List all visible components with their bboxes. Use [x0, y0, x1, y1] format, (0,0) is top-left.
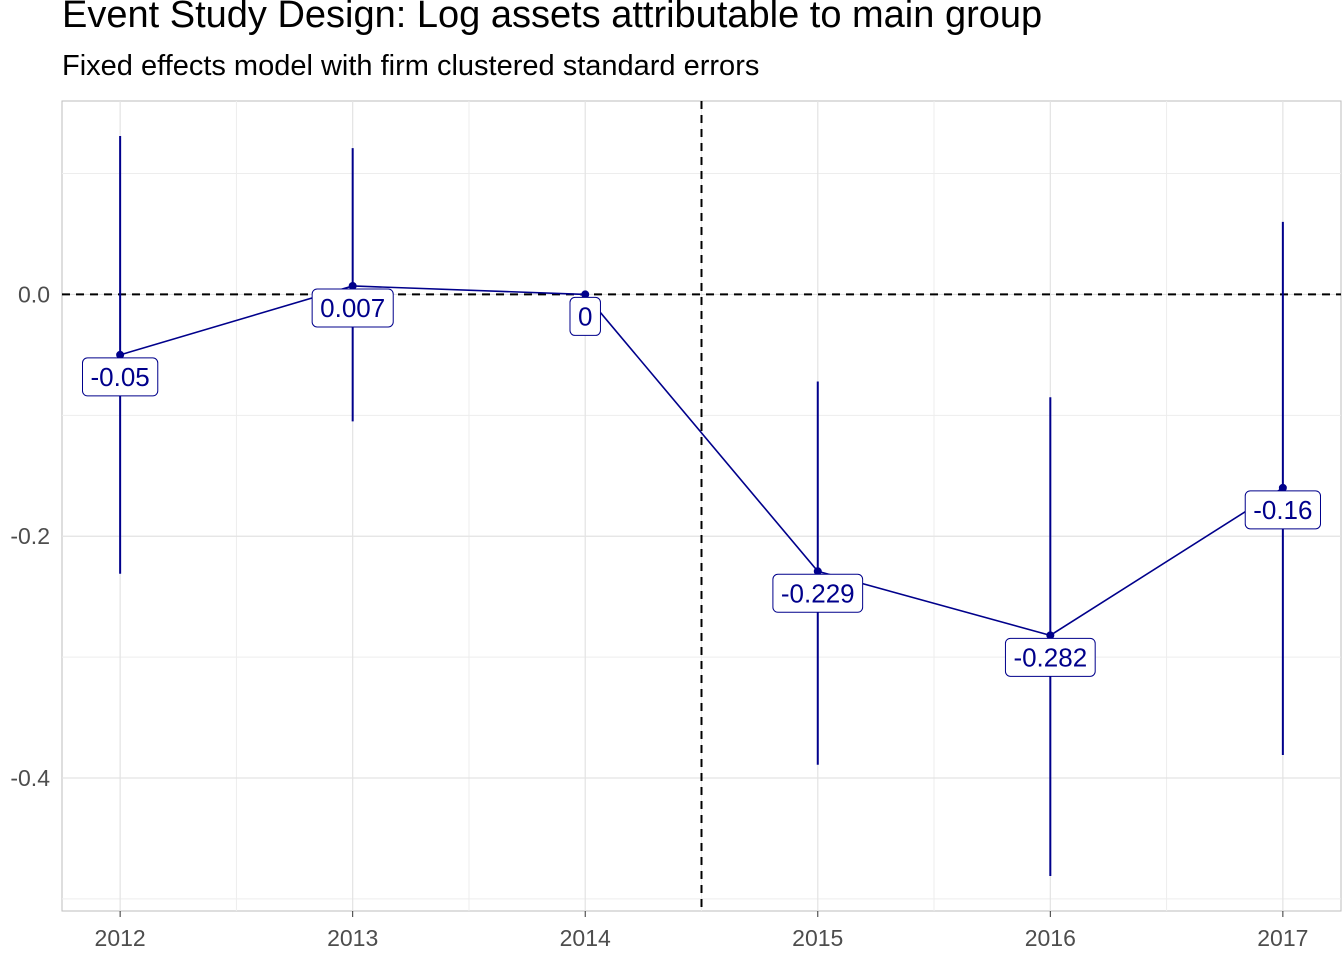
point-2016 [1046, 631, 1055, 640]
x-tick-label-2017: 2017 [1257, 925, 1308, 951]
y-axis-ticks: 0.0 -0.2 -0.4 [10, 281, 50, 791]
data-label-2017: -0.16 [1244, 490, 1321, 530]
data-label-box [772, 573, 864, 613]
y-tick-label: -0.2 [10, 523, 50, 549]
x-tick-label-2013: 2013 [327, 925, 378, 951]
estimate-points [116, 281, 1287, 640]
data-label-2014: 0 [569, 296, 601, 336]
x-tick-label-2015: 2015 [792, 925, 843, 951]
reference-lines [62, 101, 1341, 911]
data-label-2015: -0.229 [772, 573, 864, 613]
data-label-text: -0.16 [1253, 495, 1312, 525]
data-label-2016: -0.282 [1004, 637, 1096, 677]
point-2014 [581, 290, 590, 299]
data-label-box [311, 288, 394, 328]
point-2012 [116, 350, 125, 359]
data-label-box [1004, 637, 1096, 677]
minor-gridlines [62, 101, 1341, 911]
x-tick-label-2014: 2014 [560, 925, 611, 951]
data-label-text: 0 [578, 301, 592, 331]
y-tick-label: 0.0 [18, 281, 50, 307]
point-2017 [1278, 483, 1287, 492]
x-axis-ticks: 2012 2013 2014 2015 2016 2017 [95, 911, 1308, 951]
y-tick-label: -0.4 [10, 765, 50, 791]
chart-title: Event Study Design: Log assets attributa… [62, 0, 1043, 36]
data-label-text: -0.05 [91, 362, 150, 392]
data-label-box [82, 357, 159, 397]
data-label-box [1244, 490, 1321, 530]
data-label-box [569, 296, 601, 336]
chart-subtitle: Fixed effects model with firm clustered … [62, 50, 760, 82]
data-label-text: -0.229 [781, 578, 855, 608]
data-label-text: -0.282 [1013, 642, 1087, 672]
data-label-text: 0.007 [320, 293, 385, 323]
point-2015 [813, 567, 822, 576]
data-labels: -0.05 0.007 0 -0.229 -0.282 -0.16 [82, 288, 1321, 677]
x-tick-label-2012: 2012 [95, 925, 146, 951]
point-2013 [348, 281, 357, 290]
data-label-2012: -0.05 [82, 357, 159, 397]
x-tick-label-2016: 2016 [1025, 925, 1076, 951]
data-label-2013: 0.007 [311, 288, 394, 328]
